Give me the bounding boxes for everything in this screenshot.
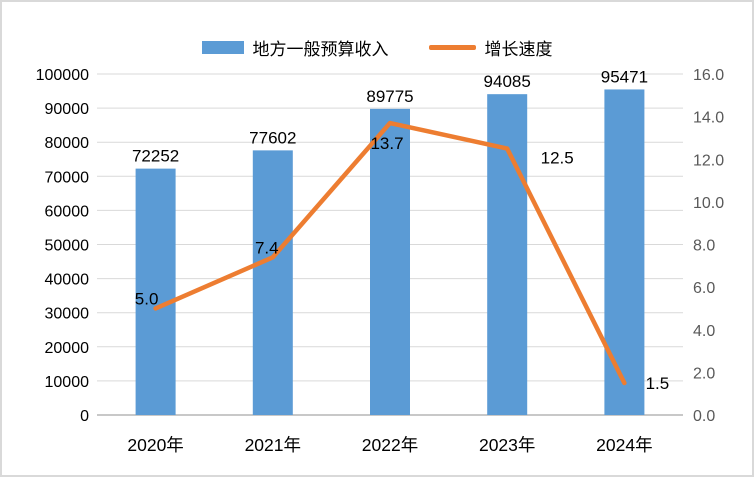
y-left-tick-label: 40000 xyxy=(45,272,90,289)
y-left-tick-label: 80000 xyxy=(45,135,90,152)
x-tick-label: 2021年 xyxy=(245,435,301,455)
x-tick-label: 2023年 xyxy=(479,435,535,455)
legend-label-revenue: 地方一般预算收入 xyxy=(252,40,389,59)
y-right-tick-label: 10.0 xyxy=(693,195,724,212)
growth-line-swatch-icon xyxy=(428,45,476,50)
growth-line xyxy=(153,120,627,386)
bar xyxy=(370,108,410,415)
y-right-tick-label: 8.0 xyxy=(693,238,715,255)
y-right-tick-label: 16.0 xyxy=(693,67,724,84)
revenue-bar-swatch-icon xyxy=(201,41,244,54)
y-left-tick-label: 60000 xyxy=(45,203,90,220)
legend-label-growth: 增长速度 xyxy=(484,40,553,59)
line-value-label: 12.5 xyxy=(541,149,574,168)
x-tick-label: 2022年 xyxy=(362,435,418,455)
y-right-tick-label: 4.0 xyxy=(693,323,715,340)
bar xyxy=(252,150,293,415)
bar-value-label: 95471 xyxy=(601,67,648,86)
y-right-tick-label: 6.0 xyxy=(693,280,715,297)
bar-value-label: 89775 xyxy=(366,87,413,106)
line-value-label: 5.0 xyxy=(135,289,159,308)
y-left-tick-label: 10000 xyxy=(45,374,90,391)
bar xyxy=(487,94,528,415)
bar-value-label: 94085 xyxy=(484,72,531,91)
y-left-tick-label: 30000 xyxy=(45,306,90,323)
y-left-tick-label: 70000 xyxy=(45,169,90,186)
y-right-tick-label: 14.0 xyxy=(693,110,724,127)
legend-item-growth: 增长速度 xyxy=(428,35,553,60)
bar xyxy=(604,89,645,415)
y-left-tick-label: 0 xyxy=(80,408,89,425)
y-right-tick-label: 2.0 xyxy=(693,365,715,382)
bar-value-label: 72252 xyxy=(132,147,179,166)
x-tick-label: 2020年 xyxy=(127,435,183,455)
y-left-tick-label: 20000 xyxy=(45,340,90,357)
legend-item-revenue: 地方一般预算收入 xyxy=(201,35,389,60)
y-left-tick-label: 50000 xyxy=(45,238,90,255)
bar-value-label: 77602 xyxy=(249,128,296,147)
line-value-label: 7.4 xyxy=(255,238,279,257)
chart-legend: 地方一般预算收入 增长速度 xyxy=(2,35,752,60)
bar xyxy=(135,168,176,415)
y-right-tick-label: 12.0 xyxy=(693,152,724,169)
y-left-tick-label: 100000 xyxy=(36,67,89,84)
y-left-tick-label: 90000 xyxy=(45,101,90,118)
y-right-tick-label: 0.0 xyxy=(693,408,715,425)
line-value-label: 13.7 xyxy=(370,134,403,153)
x-tick-label: 2024年 xyxy=(596,435,652,455)
line-value-label: 1.5 xyxy=(646,374,670,393)
